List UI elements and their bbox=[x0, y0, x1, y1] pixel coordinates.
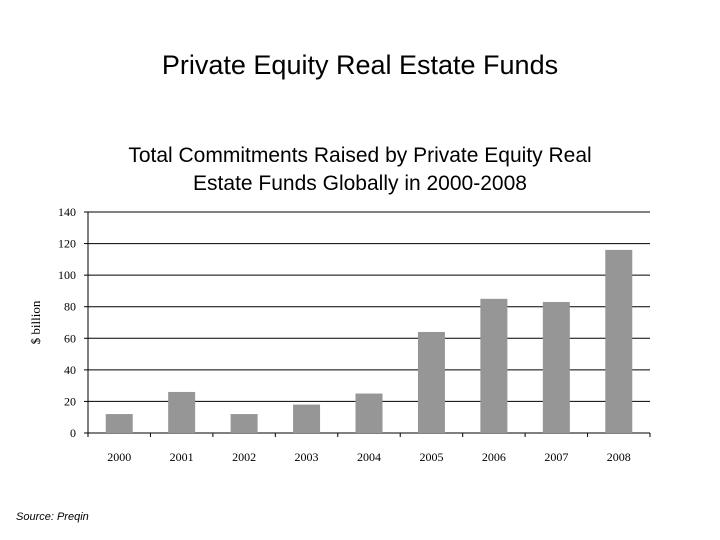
source-note: Source: Preqin bbox=[16, 511, 89, 523]
x-tick-label: 2001 bbox=[170, 450, 194, 464]
y-tick-label: 0 bbox=[70, 426, 76, 440]
bar-2003 bbox=[293, 405, 320, 433]
y-tick-label: 80 bbox=[64, 300, 76, 314]
bar-2002 bbox=[231, 414, 258, 433]
x-tick-label: 2008 bbox=[607, 450, 631, 464]
x-tick-label: 2007 bbox=[544, 450, 568, 464]
bar-2008 bbox=[605, 250, 632, 433]
y-tick-label: 120 bbox=[58, 237, 76, 251]
bar-2001 bbox=[168, 392, 195, 433]
x-tick-label: 2000 bbox=[107, 450, 131, 464]
x-tick-label: 2005 bbox=[419, 450, 443, 464]
y-tick-label: 20 bbox=[64, 394, 76, 408]
y-tick-label: 40 bbox=[64, 363, 76, 377]
x-tick-label: 2003 bbox=[295, 450, 319, 464]
bar-2007 bbox=[543, 302, 570, 433]
y-axis-label: $ billion bbox=[28, 300, 43, 344]
bar-2006 bbox=[480, 299, 507, 433]
bar-2000 bbox=[106, 414, 133, 433]
bar-2004 bbox=[356, 394, 383, 433]
y-tick-label: 140 bbox=[58, 205, 76, 219]
y-tick-label: 60 bbox=[64, 331, 76, 345]
y-tick-label: 100 bbox=[58, 268, 76, 282]
x-tick-label: 2004 bbox=[357, 450, 381, 464]
x-tick-label: 2006 bbox=[482, 450, 506, 464]
x-tick-label: 2002 bbox=[232, 450, 256, 464]
bar-2005 bbox=[418, 332, 445, 433]
